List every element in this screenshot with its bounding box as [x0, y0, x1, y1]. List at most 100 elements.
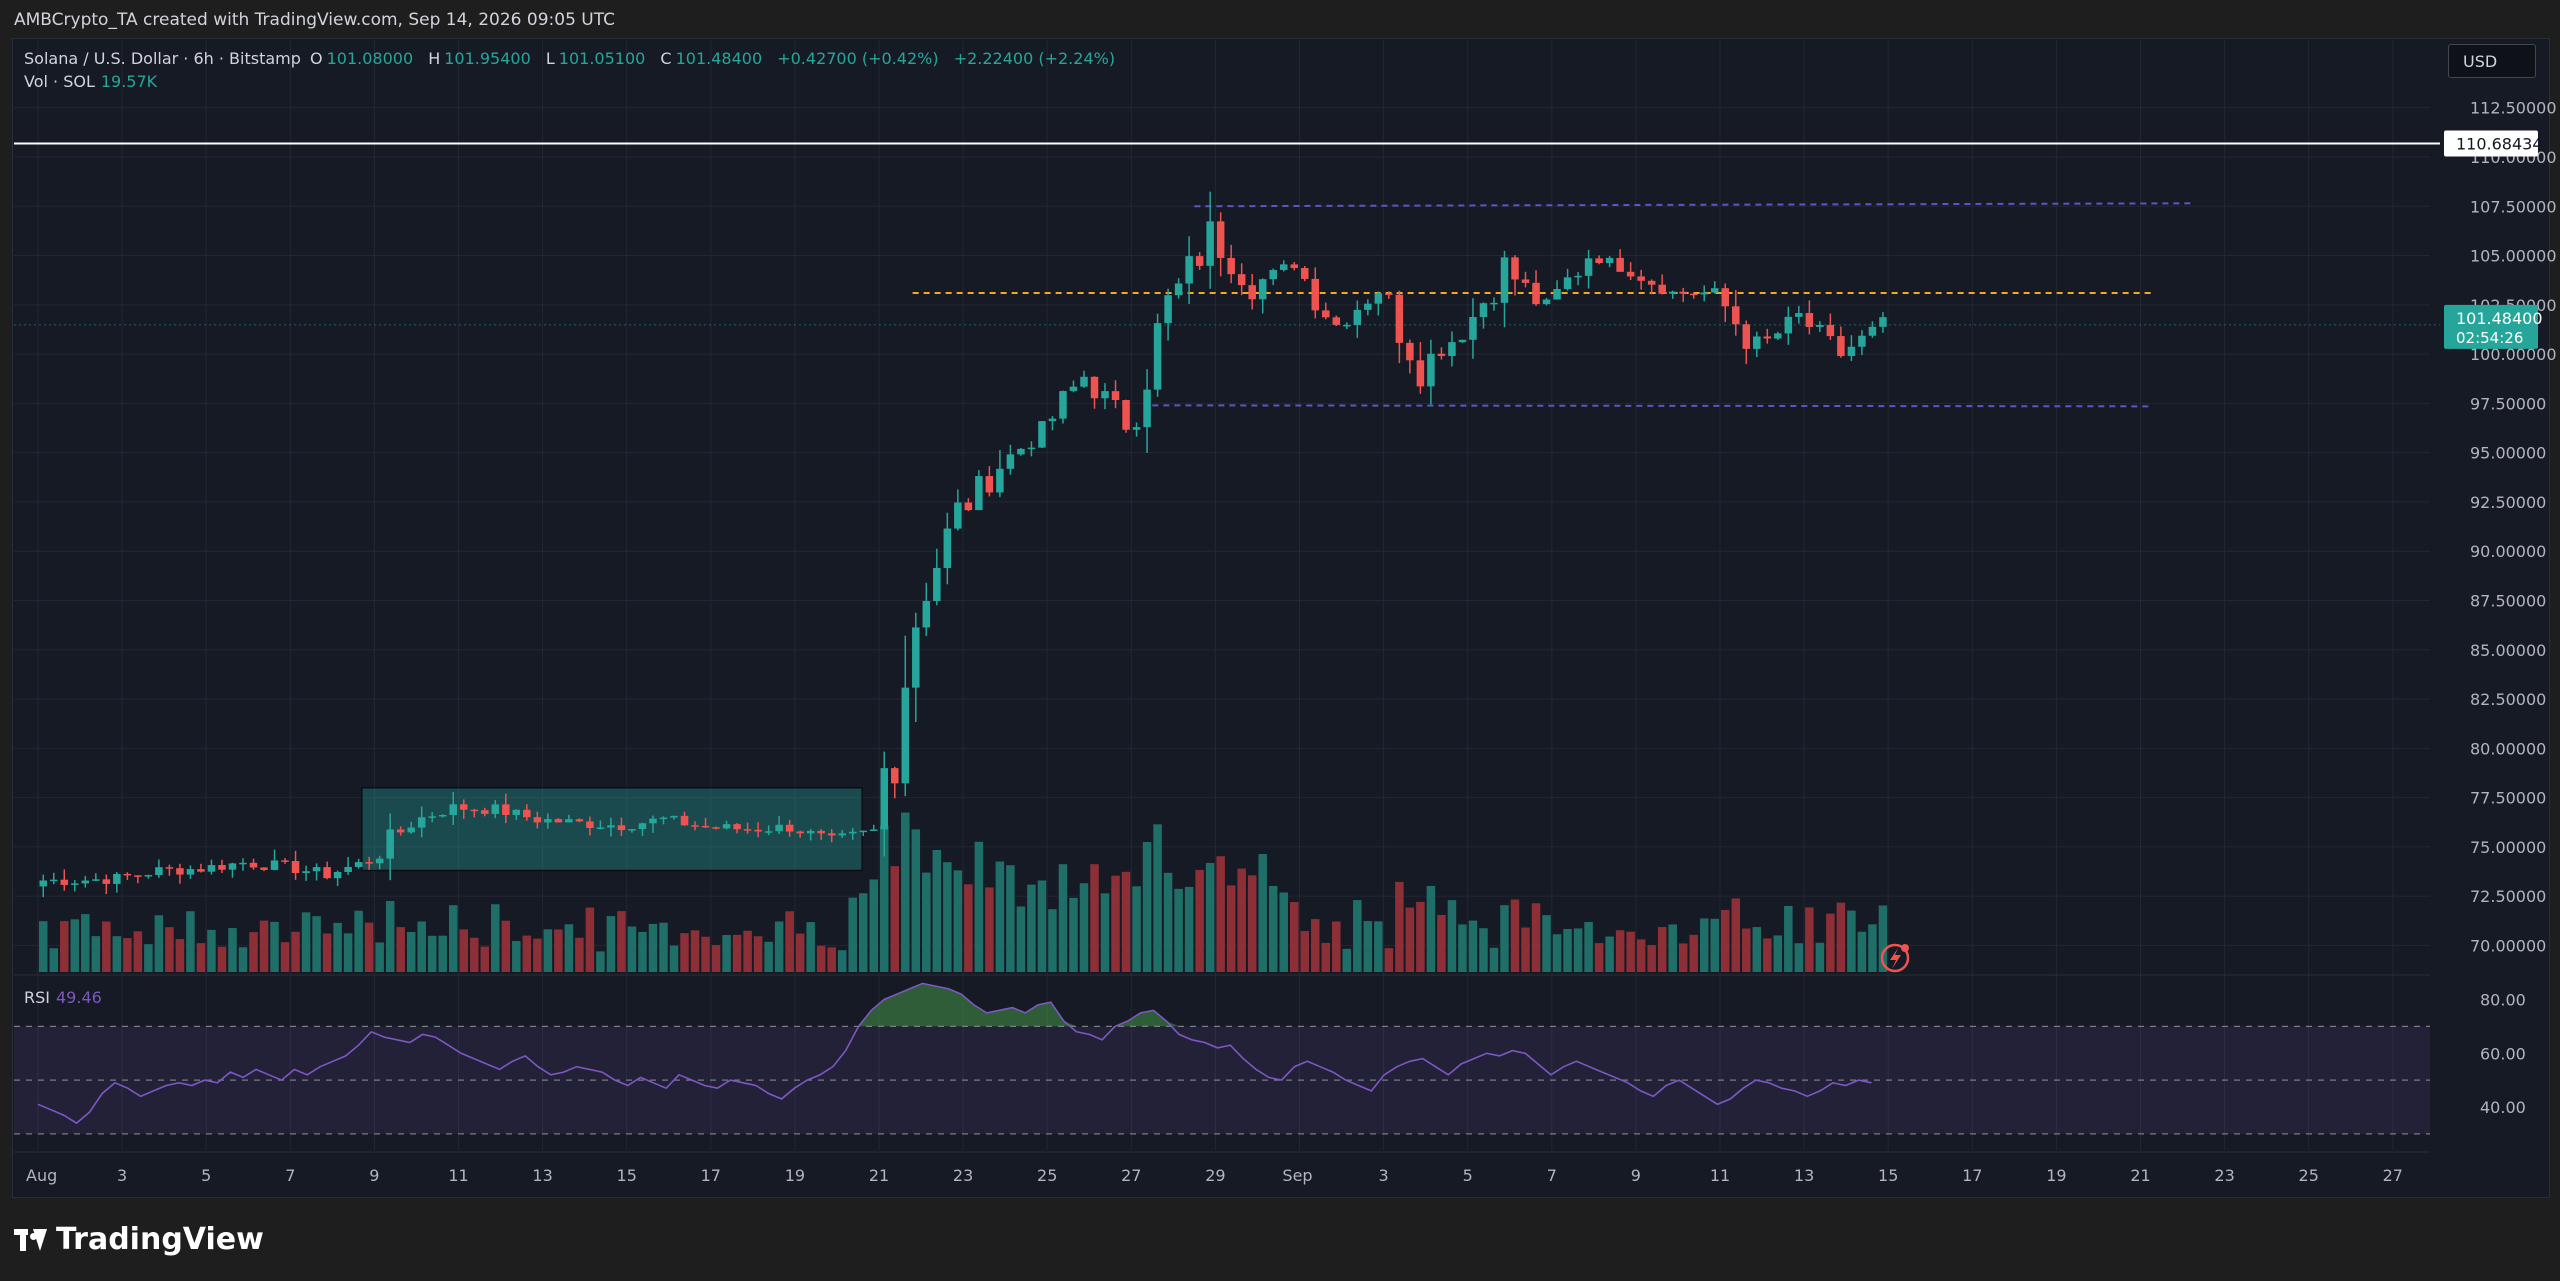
volume-bar — [943, 862, 952, 972]
volume-bar — [711, 945, 721, 972]
volume-bar — [1699, 918, 1709, 972]
candle-body — [1469, 317, 1477, 340]
candle-body — [1038, 421, 1046, 448]
candle — [838, 829, 846, 838]
candle-body — [649, 818, 657, 824]
volume-bar — [512, 941, 521, 972]
volume-bar — [175, 939, 185, 972]
candle — [1311, 267, 1320, 319]
candle — [1069, 380, 1078, 393]
volume-bar — [480, 946, 490, 972]
candle — [1080, 370, 1088, 388]
price-tick-label: 100.00000 — [2470, 345, 2557, 364]
candle — [134, 875, 142, 884]
candle — [1437, 347, 1446, 360]
candle-body — [186, 869, 195, 875]
time-axis: Aug 3 5 7 9 11 13 15 17 19 21 23 25 27 29 Sep 3 5 7 9 11 13 15… — [26, 1166, 2403, 1185]
time-tick-label: 13 — [1794, 1166, 1814, 1185]
volume-bar — [753, 936, 763, 972]
chart-frame[interactable] — [12, 38, 2550, 1198]
candle-body — [996, 468, 1004, 493]
candle — [596, 820, 605, 830]
candle-body — [113, 873, 121, 884]
high-label: H — [428, 49, 441, 68]
candle — [649, 815, 657, 833]
volume-bar — [1542, 915, 1551, 972]
candle — [407, 821, 415, 834]
candle — [565, 814, 573, 823]
volume-bar — [911, 829, 921, 972]
candle-body — [155, 867, 163, 876]
candle — [481, 807, 489, 817]
lightning-icon[interactable] — [1880, 943, 1910, 973]
volume-bar — [1689, 934, 1698, 972]
volume-bar — [1458, 924, 1467, 972]
volume-bar — [1279, 892, 1288, 972]
currency-button[interactable]: USD — [2448, 44, 2536, 78]
volume-bar — [1857, 931, 1867, 972]
candle — [228, 862, 237, 878]
candle-body — [1700, 292, 1708, 295]
volume-bar — [690, 930, 700, 972]
candle-body — [102, 879, 111, 884]
candle — [1322, 302, 1330, 320]
time-tick-label: 11 — [1710, 1166, 1730, 1185]
volume-bar — [333, 922, 342, 972]
candle-body — [785, 824, 794, 832]
time-tick-label: 3 — [117, 1166, 127, 1185]
volume-bar — [1342, 948, 1352, 972]
candle-body — [1868, 326, 1877, 336]
candle — [460, 799, 468, 819]
volume-bar — [133, 931, 143, 972]
volume-bar — [837, 950, 847, 972]
volume-bar — [1531, 903, 1541, 972]
candle-body — [954, 502, 962, 529]
volume-bar — [1395, 881, 1404, 972]
candle — [775, 816, 783, 835]
volume-bar — [1626, 931, 1635, 972]
candle-body — [880, 768, 889, 830]
candle-body — [1658, 284, 1666, 294]
candle — [428, 811, 436, 823]
candle-body — [628, 829, 636, 831]
candle — [1090, 376, 1099, 409]
candle-body — [281, 860, 289, 862]
candle — [817, 829, 825, 840]
grid-lines — [14, 40, 2430, 1153]
volume-bar — [1794, 943, 1804, 972]
volume-bar — [1563, 928, 1572, 972]
time-tick-label: 9 — [1631, 1166, 1641, 1185]
candle — [1027, 441, 1036, 457]
tradingview-logo[interactable]: TradingView — [14, 1222, 264, 1257]
volume-bar — [491, 904, 500, 972]
candle — [743, 822, 752, 834]
candle-body — [39, 880, 48, 887]
candle — [438, 814, 447, 818]
candle — [249, 858, 258, 870]
volume-bar — [669, 945, 679, 972]
candle-body — [533, 817, 542, 823]
candle — [1658, 274, 1666, 295]
candle-body — [1185, 256, 1193, 284]
candle — [796, 830, 804, 838]
candle — [1868, 321, 1877, 338]
candle-body — [481, 810, 489, 814]
candle-body — [901, 687, 910, 784]
volume-bar — [1500, 905, 1509, 972]
candle-body — [617, 825, 626, 831]
volume-bar — [270, 921, 279, 972]
candle — [1164, 288, 1172, 341]
candle — [155, 859, 163, 878]
candle-body — [1174, 283, 1183, 296]
time-tick-label: 27 — [2383, 1166, 2403, 1185]
time-tick-label: 27 — [1121, 1166, 1141, 1185]
volume-bar — [1752, 927, 1762, 972]
ohlc-legend: Solana / U.S. Dollar · 6h · Bitstamp O 10… — [24, 49, 1125, 68]
candle-body — [249, 862, 258, 868]
candle-body — [197, 869, 205, 872]
volume-bar — [1489, 947, 1499, 972]
candle-body — [1427, 353, 1435, 387]
volume-bar — [1374, 921, 1383, 972]
volume-bar — [102, 921, 111, 972]
